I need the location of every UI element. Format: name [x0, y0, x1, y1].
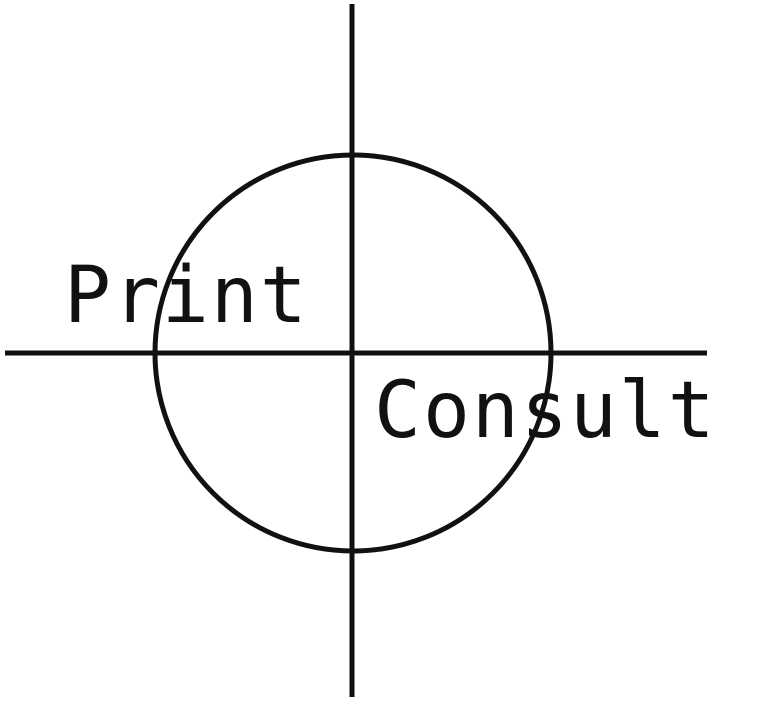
label-print: Print: [64, 251, 309, 341]
label-consult: Consult: [374, 366, 717, 456]
center-circle: [152, 152, 554, 554]
